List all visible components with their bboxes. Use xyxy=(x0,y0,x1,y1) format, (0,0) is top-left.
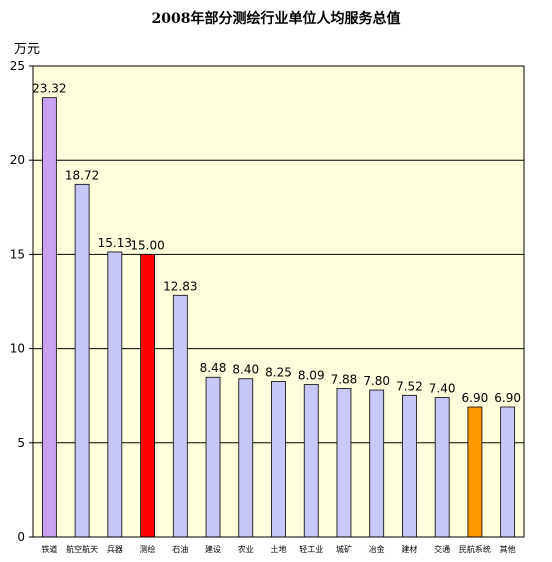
bar xyxy=(41,97,57,538)
value-label: 7.88 xyxy=(331,373,358,387)
bar xyxy=(500,406,516,538)
value-label: 8.40 xyxy=(232,363,259,377)
y-tick-label: 10 xyxy=(10,342,25,356)
bar xyxy=(140,253,155,538)
bar xyxy=(303,384,319,538)
y-axis-unit-label: 万元 xyxy=(14,42,41,57)
y-tick-label: 20 xyxy=(10,153,25,167)
x-tick-label: 石油 xyxy=(172,544,188,554)
bar xyxy=(434,397,450,538)
x-tick-label: 交通 xyxy=(434,544,450,554)
bar xyxy=(402,394,417,538)
chart-title: 2008年部分测绘行业单位人均服务总值 xyxy=(151,11,401,27)
x-tick-label: 轻工业 xyxy=(299,544,323,554)
value-label: 6.90 xyxy=(462,391,489,405)
bar xyxy=(107,251,123,538)
value-label: 8.25 xyxy=(265,366,292,380)
x-axis-ticks: 铁道 航空航天 兵器 测绘 石油 建设 农业 土地 轻工业 城矿 冶金 建材 交通 民航系统 其他 xyxy=(41,544,515,554)
bar xyxy=(369,389,385,538)
bar xyxy=(205,376,221,538)
y-tick-label: 0 xyxy=(17,530,25,544)
bar xyxy=(336,388,352,538)
bars xyxy=(41,97,516,538)
bar xyxy=(271,381,286,538)
y-tick-label: 15 xyxy=(10,247,25,261)
x-tick-label: 测绘 xyxy=(140,544,156,554)
x-tick-label: 兵器 xyxy=(107,544,123,554)
value-label: 12.83 xyxy=(163,279,197,293)
value-label: 7.80 xyxy=(363,374,390,388)
value-label: 23.32 xyxy=(32,82,66,96)
y-axis-ticks: 0 5 10 15 20 25 xyxy=(10,59,33,544)
value-label: 15.00 xyxy=(130,238,164,252)
x-tick-label: 农业 xyxy=(238,544,254,554)
value-label: 7.40 xyxy=(429,382,456,396)
value-label: 7.52 xyxy=(396,379,423,393)
bar xyxy=(467,406,483,538)
bar xyxy=(238,378,254,538)
x-tick-label: 冶金 xyxy=(369,544,385,554)
plot-frame xyxy=(32,65,525,538)
x-tick-label: 土地 xyxy=(271,544,287,554)
value-label: 6.90 xyxy=(494,391,521,405)
y-tick-label: 5 xyxy=(17,436,25,450)
value-label: 15.13 xyxy=(98,236,132,250)
value-label: 8.09 xyxy=(298,369,325,383)
x-tick-label: 城矿 xyxy=(336,544,352,554)
value-label: 8.48 xyxy=(200,361,227,375)
x-tick-label: 建设 xyxy=(205,544,221,554)
x-tick-label: 铁道 xyxy=(41,544,57,554)
bar xyxy=(172,294,188,538)
y-tick-label: 25 xyxy=(10,59,25,73)
x-tick-label: 建材 xyxy=(401,544,417,554)
bar xyxy=(74,183,90,538)
x-tick-label: 民航系统 xyxy=(459,544,491,554)
x-tick-label: 航空航天 xyxy=(66,544,98,554)
x-tick-label: 其他 xyxy=(500,544,516,554)
value-label: 18.72 xyxy=(65,168,99,182)
